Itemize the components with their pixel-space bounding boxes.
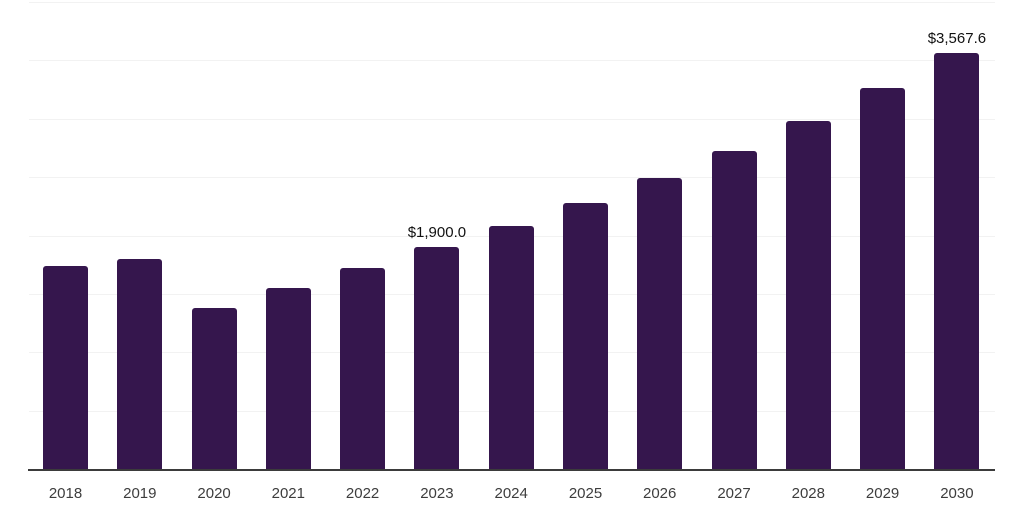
x-tick-2020: 2020 <box>197 485 231 502</box>
x-tick-2026: 2026 <box>643 485 677 502</box>
bar-2029 <box>860 88 906 469</box>
x-tick-2030: 2030 <box>940 485 974 502</box>
bar-2024 <box>488 226 534 469</box>
x-tick-2029: 2029 <box>865 485 900 502</box>
x-tick-2018: 2018 <box>48 485 83 502</box>
gridline <box>29 2 995 3</box>
bar-2025 <box>563 203 608 469</box>
x-tick-2024: 2024 <box>494 485 528 502</box>
x-axis-line <box>28 469 995 471</box>
bar-2030 <box>934 52 980 469</box>
bar-2018 <box>43 265 88 469</box>
bar-2027 <box>711 150 757 469</box>
x-tick-2025: 2025 <box>568 485 603 502</box>
bar-2020 <box>191 307 237 469</box>
bar-2021 <box>265 288 311 469</box>
bar-2026 <box>637 178 683 469</box>
x-tick-2019: 2019 <box>123 485 157 502</box>
bar-2019 <box>117 258 163 470</box>
x-tick-2021: 2021 <box>271 485 305 502</box>
value-label-2023: $1,900.0 <box>407 224 467 242</box>
gridline <box>29 119 995 120</box>
x-tick-2027: 2027 <box>717 485 751 502</box>
gridline <box>29 60 995 61</box>
x-tick-2028: 2028 <box>791 485 825 502</box>
bar-2028 <box>785 121 831 469</box>
bar-2022 <box>340 268 386 469</box>
x-tick-2022: 2022 <box>345 485 380 502</box>
bar-2023 <box>414 247 460 469</box>
x-tick-2023: 2023 <box>420 485 454 502</box>
value-label-2030: $3,567.6 <box>927 29 987 47</box>
gridline <box>29 177 995 178</box>
